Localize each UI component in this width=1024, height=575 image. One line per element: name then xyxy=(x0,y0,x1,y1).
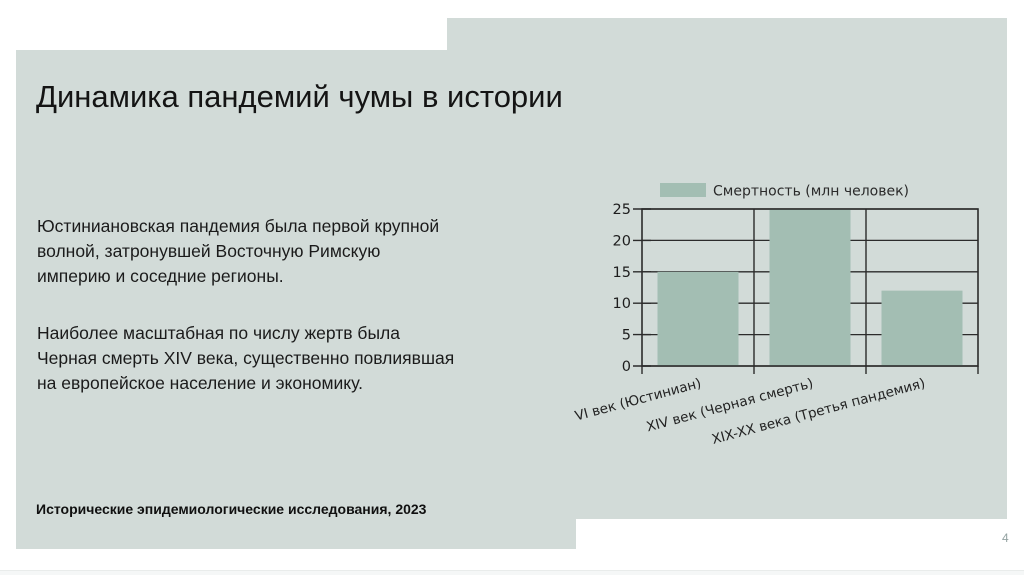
legend-label: Смертность (млн человек) xyxy=(713,184,909,200)
chart-y-tick-label: 20 xyxy=(613,233,631,249)
chart-bar xyxy=(769,209,851,366)
body-paragraph-black-death: Наиболее масштабная по числу жертв была … xyxy=(37,323,455,393)
slide-title: Динамика пандемий чумы в истории xyxy=(36,79,563,114)
legend-swatch xyxy=(660,183,706,197)
chart-plot-border xyxy=(641,208,979,367)
chart-y-tick-label: 15 xyxy=(613,265,631,281)
body-paragraph-justinian: Юстиниановская пандемия была первой круп… xyxy=(37,216,440,286)
bottom-right-white-block xyxy=(576,519,1024,574)
page-number: 4 xyxy=(1002,531,1009,545)
chart-bar xyxy=(657,271,739,366)
top-left-white-block xyxy=(16,18,447,50)
chart-y-tick-label: 5 xyxy=(622,328,631,344)
bottom-edge-divider xyxy=(0,570,1024,575)
chart-bar xyxy=(881,290,963,366)
source-citation: Исторические эпидемиологические исследов… xyxy=(36,501,427,517)
chart-y-tick-label: 0 xyxy=(622,359,631,375)
chart-x-label: XIX-XX века (Третья пандемия) xyxy=(710,375,927,447)
chart-y-tick-label: 10 xyxy=(613,296,631,312)
chart-y-tick-label: 25 xyxy=(613,202,631,218)
